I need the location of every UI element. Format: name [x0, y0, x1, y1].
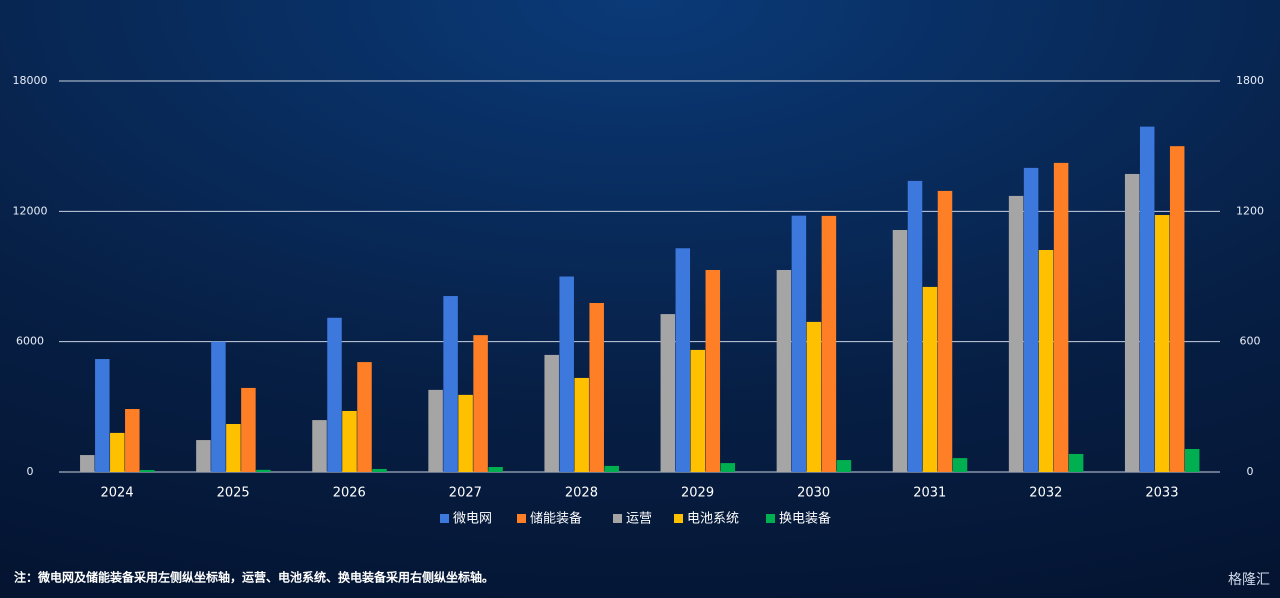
bar [720, 463, 736, 472]
y-tick-label: 6000 [16, 335, 44, 348]
x-tick-label: 2027 [449, 486, 482, 501]
bar [125, 409, 140, 472]
bar [241, 387, 256, 472]
y2-tick-label: 600 [1240, 335, 1261, 348]
bar [821, 215, 837, 472]
legend-label: 电池系统 [687, 512, 739, 527]
bar [95, 359, 110, 472]
bar [836, 460, 852, 472]
legend-swatch [517, 514, 526, 523]
bar [544, 354, 559, 472]
bar [458, 394, 473, 472]
y2-tick-label: 1800 [1236, 74, 1264, 87]
bar [604, 465, 619, 472]
bar [110, 432, 125, 472]
bar [907, 180, 923, 472]
bar [1154, 215, 1170, 472]
legend-swatch [674, 514, 683, 523]
bar [675, 248, 691, 472]
y-tick-label: 0 [27, 465, 34, 478]
x-tick-label: 2031 [913, 486, 946, 501]
x-tick-label: 2026 [333, 486, 366, 501]
legend-label: 储能装备 [530, 511, 582, 527]
bar [574, 377, 589, 472]
bar [473, 335, 488, 472]
legend-swatch [440, 514, 449, 523]
legend-label: 换电装备 [779, 511, 831, 527]
legend-label: 运营 [626, 512, 652, 527]
bar [211, 341, 226, 472]
bar [196, 440, 211, 472]
bar [705, 269, 721, 472]
bar [312, 420, 327, 472]
bar [1068, 453, 1084, 472]
x-tick-label: 2024 [101, 486, 134, 501]
bar [1008, 195, 1024, 472]
bar [937, 190, 953, 473]
x-tick-label: 2033 [1145, 486, 1178, 501]
bar [1139, 126, 1155, 472]
bar [559, 276, 574, 472]
bar [80, 455, 95, 472]
bar [892, 230, 908, 472]
bar [140, 470, 155, 472]
bar [1124, 173, 1140, 472]
bar [776, 269, 792, 472]
bar [372, 468, 387, 472]
bar [791, 215, 807, 472]
x-tick-label: 2030 [797, 486, 830, 501]
note: 注：微电网及储能装备采用左侧纵坐标轴，运营、电池系统、换电装备采用右侧纵坐标轴。 [14, 570, 494, 585]
bar [428, 389, 443, 472]
bar [1053, 162, 1069, 473]
bar [690, 349, 706, 472]
bar [357, 362, 372, 472]
legend-swatch [613, 514, 622, 523]
bar [589, 303, 604, 472]
bar [226, 423, 241, 472]
bar [443, 296, 458, 472]
bar [327, 317, 342, 472]
bar [488, 467, 503, 472]
y-tick-label: 18000 [13, 74, 48, 87]
y2-tick-label: 0 [1247, 465, 1254, 478]
bar [952, 458, 968, 472]
y-tick-label: 12000 [13, 204, 48, 217]
x-tick-label: 2032 [1029, 486, 1062, 501]
bar [1038, 249, 1054, 472]
x-tick-label: 2028 [565, 486, 598, 501]
bar [1023, 167, 1039, 472]
bar [806, 321, 822, 472]
y2-tick-label: 1200 [1236, 204, 1264, 217]
x-tick-label: 2029 [681, 486, 714, 501]
watermark: 格隆汇 [1228, 572, 1270, 588]
bar [922, 286, 938, 472]
legend-swatch [766, 514, 775, 523]
legend-label: 微电网 [453, 512, 492, 527]
x-tick-label: 2025 [217, 486, 250, 501]
bar [1169, 146, 1185, 472]
bar [256, 469, 271, 472]
bar [1184, 448, 1200, 472]
bar [660, 314, 676, 472]
bar [342, 410, 357, 472]
